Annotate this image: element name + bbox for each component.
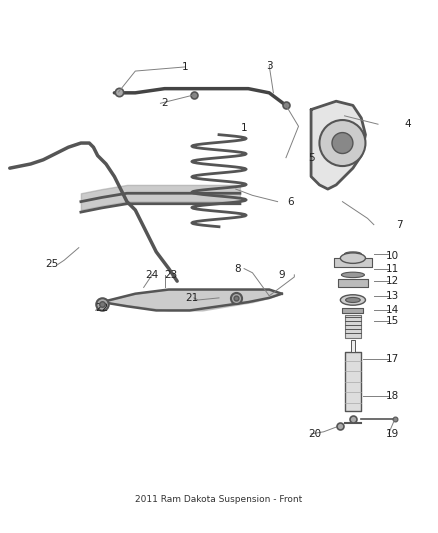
Text: 9: 9 — [279, 270, 285, 280]
Text: 25: 25 — [45, 260, 58, 269]
Text: 2: 2 — [161, 98, 168, 108]
Text: 21: 21 — [185, 293, 198, 303]
Text: 12: 12 — [386, 276, 399, 286]
Text: 24: 24 — [145, 270, 159, 280]
Text: 4: 4 — [404, 119, 411, 129]
Ellipse shape — [340, 253, 365, 263]
Text: 1: 1 — [182, 62, 189, 72]
Text: 7: 7 — [396, 220, 402, 230]
Text: 22: 22 — [95, 303, 109, 313]
Ellipse shape — [341, 272, 364, 278]
Text: 20: 20 — [309, 429, 322, 439]
Text: 14: 14 — [386, 305, 399, 316]
Text: 3: 3 — [266, 61, 272, 71]
Text: 8: 8 — [234, 264, 241, 273]
Polygon shape — [311, 101, 365, 189]
Ellipse shape — [345, 252, 361, 256]
Text: 5: 5 — [308, 152, 314, 163]
Circle shape — [332, 133, 353, 154]
Ellipse shape — [340, 295, 365, 305]
Text: 2011 Ram Dakota Suspension - Front: 2011 Ram Dakota Suspension - Front — [135, 495, 303, 504]
Text: 11: 11 — [386, 264, 399, 273]
Text: 23: 23 — [164, 270, 177, 280]
Text: 10: 10 — [386, 251, 399, 261]
Text: 19: 19 — [386, 429, 399, 439]
Circle shape — [319, 120, 365, 166]
Text: 6: 6 — [287, 197, 293, 207]
Ellipse shape — [346, 297, 360, 303]
Text: 1: 1 — [241, 124, 247, 133]
Text: 18: 18 — [386, 391, 399, 401]
Text: 15: 15 — [386, 316, 399, 326]
Text: 13: 13 — [386, 291, 399, 301]
Text: 17: 17 — [386, 353, 399, 364]
